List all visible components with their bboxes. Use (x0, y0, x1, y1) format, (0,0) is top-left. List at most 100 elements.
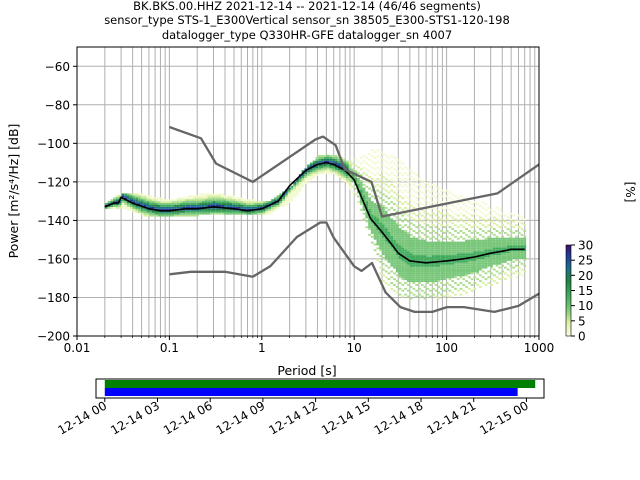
density-cell (398, 231, 402, 234)
density-cell (467, 255, 471, 258)
density-cell (448, 226, 452, 229)
density-cell (357, 183, 360, 186)
density-cell (473, 258, 477, 261)
density-cell (301, 178, 305, 180)
density-cell (467, 212, 471, 215)
density-cell (390, 160, 394, 163)
density-cell (343, 158, 346, 161)
density-cell (415, 239, 419, 242)
density-cell (415, 247, 419, 250)
density-cell (431, 195, 435, 198)
density-cell (431, 243, 435, 246)
density-cell (498, 208, 502, 211)
density-cell (501, 224, 504, 227)
density-cell (235, 199, 238, 202)
density-cell (279, 204, 283, 207)
density-cell (462, 253, 466, 256)
density-cell (481, 253, 485, 256)
density-cell (431, 245, 435, 248)
density-cell (517, 241, 521, 244)
density-cell (387, 241, 391, 244)
density-cell (398, 201, 402, 204)
density-cell (368, 206, 371, 209)
density-cell (348, 178, 352, 180)
density-cell (462, 251, 466, 254)
density-cell (520, 245, 524, 248)
density-cell (359, 174, 363, 177)
mean-line (104, 161, 525, 264)
density-cell (420, 262, 424, 265)
density-cell (404, 264, 407, 267)
density-cell (390, 231, 394, 234)
density-cell (442, 237, 446, 240)
density-cell (484, 257, 488, 259)
density-cell (509, 218, 513, 221)
density-cell (431, 280, 435, 283)
density-cell (265, 206, 269, 209)
density-cell (332, 166, 335, 169)
density-cell (246, 206, 249, 209)
density-cell (107, 201, 111, 204)
density-cell (406, 295, 410, 298)
density-cell (481, 255, 485, 258)
density-cell (509, 249, 513, 252)
density-cell (423, 257, 427, 259)
density-cell (390, 247, 394, 250)
density-cell (429, 241, 432, 244)
density-cell (445, 195, 449, 198)
density-cell (467, 251, 471, 254)
density-cell (143, 199, 147, 202)
density-cell (429, 283, 432, 286)
density-cell (456, 249, 460, 252)
density-cell (479, 262, 482, 265)
density-cell (232, 212, 236, 215)
density-cell (329, 172, 333, 175)
density-cell (503, 226, 507, 229)
density-cell (207, 199, 211, 202)
density-cell (459, 274, 463, 277)
density-cell (276, 195, 280, 198)
density-cell (129, 195, 133, 198)
density-cell (398, 241, 402, 244)
density-cell (398, 218, 402, 221)
density-cell (465, 222, 468, 225)
density-cell (492, 216, 496, 219)
density-cell (512, 249, 516, 252)
density-cell (373, 210, 377, 213)
density-cell (462, 203, 466, 205)
density-cell (113, 197, 116, 200)
density-cell (359, 156, 363, 159)
density-cell (465, 291, 468, 294)
density-cell (473, 230, 477, 232)
density-cell (456, 270, 460, 273)
density-cell (124, 206, 127, 209)
density-cell (329, 156, 333, 159)
density-cell (420, 185, 424, 188)
density-cell (473, 224, 477, 227)
density-cell (104, 203, 108, 205)
density-cell (359, 189, 363, 192)
density-cell (492, 258, 496, 261)
density-cell (323, 158, 327, 161)
density-cell (226, 212, 230, 215)
density-cell (467, 253, 471, 256)
density-cell (459, 270, 463, 273)
density-cell (251, 199, 255, 202)
density-cell (484, 266, 488, 269)
density-cell (293, 187, 297, 190)
density-cell (110, 201, 114, 204)
density-cell (423, 216, 427, 219)
density-cell (293, 181, 297, 184)
density-cell (503, 278, 507, 281)
density-cell (163, 203, 166, 205)
density-cell (490, 249, 493, 252)
density-cell (290, 187, 294, 190)
density-cell (340, 170, 344, 173)
density-cell (437, 210, 441, 213)
density-cell (459, 201, 463, 204)
density-cell (476, 264, 480, 267)
density-cell (515, 245, 518, 248)
density-cell (199, 193, 202, 196)
density-cell (393, 243, 396, 246)
density-cell (470, 283, 474, 286)
